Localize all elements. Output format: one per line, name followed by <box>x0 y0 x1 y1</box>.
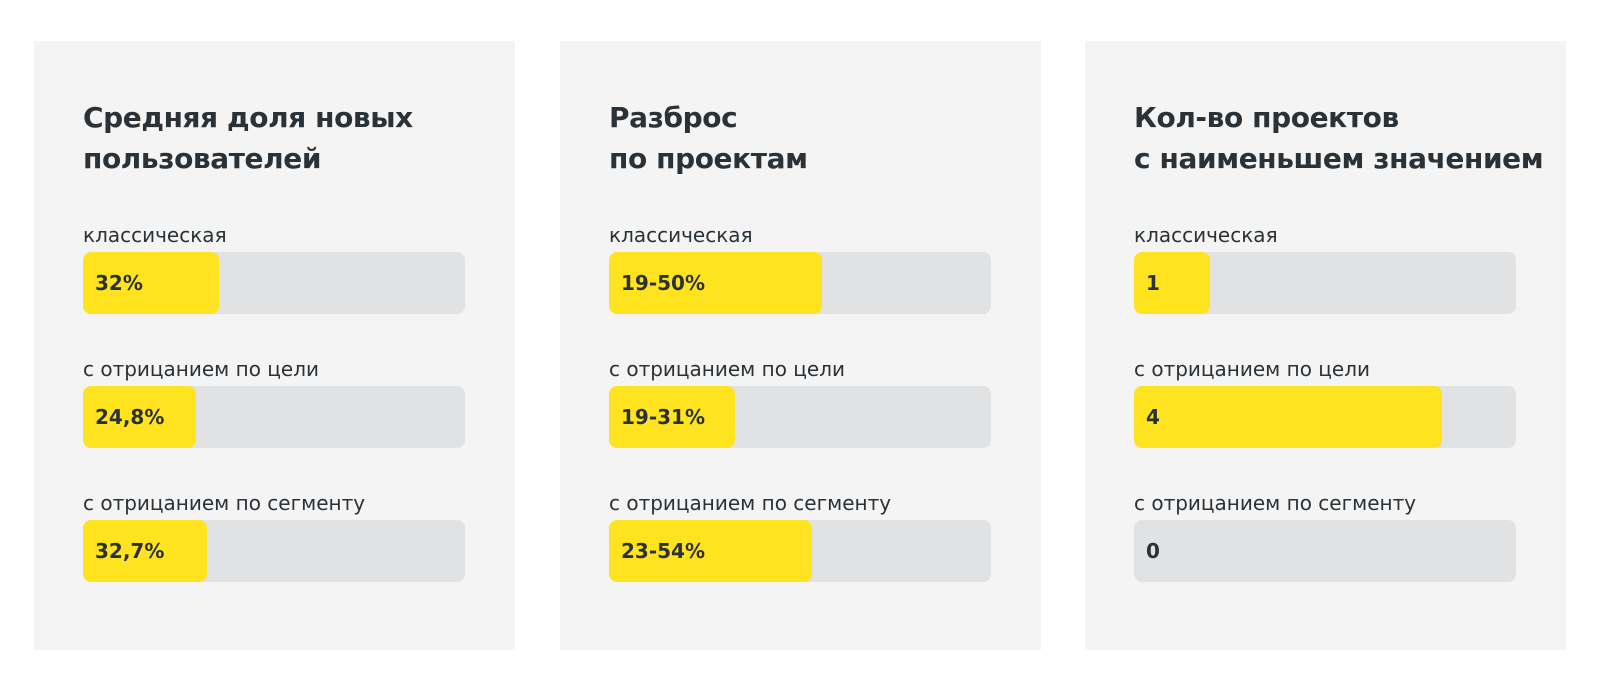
card-title: Кол-во проектов с наименьшем значением <box>1134 101 1544 175</box>
bar-fill-goal-negation <box>1134 386 1442 448</box>
row-label-goal-negation: с отрицанием по цели <box>609 357 845 381</box>
bar-value-segment-negation: 23-54% <box>621 539 706 563</box>
bar-fill-classic <box>83 252 219 314</box>
bar-fill-classic <box>609 252 822 314</box>
bar-track-segment-negation: 32,7% <box>83 520 465 582</box>
row-label-segment-negation: с отрицанием по сегменту <box>1134 491 1417 515</box>
bar-fill-classic <box>1134 252 1210 314</box>
bar-track-goal-negation: 4 <box>1134 386 1516 448</box>
row-label-classic: классическая <box>609 223 753 247</box>
bar-value-goal-negation: 19-31% <box>621 405 706 429</box>
row-label-classic: классическая <box>1134 223 1278 247</box>
bar-track-classic: 32% <box>83 252 465 314</box>
bar-track-classic: 19-50% <box>609 252 991 314</box>
bar-fill-goal-negation <box>83 386 196 448</box>
project-spread-card: Разброс по проектам классическая 19-50% … <box>560 41 1041 650</box>
row-label-goal-negation: с отрицанием по цели <box>1134 357 1370 381</box>
row-label-segment-negation: с отрицанием по сегменту <box>83 491 366 515</box>
bar-track-segment-negation: 0 <box>1134 520 1516 582</box>
row-label-goal-negation: с отрицанием по цели <box>83 357 319 381</box>
bar-track-segment-negation: 23-54% <box>609 520 991 582</box>
bar-value-classic: 32% <box>95 271 143 295</box>
bar-track-goal-negation: 19-31% <box>609 386 991 448</box>
bar-fill-goal-negation <box>609 386 735 448</box>
new-users-share-card: Средняя доля новых пользователей классич… <box>34 41 515 650</box>
card-title: Разброс по проектам <box>609 101 808 175</box>
row-label-segment-negation: с отрицанием по сегменту <box>609 491 892 515</box>
bar-value-segment-negation: 0 <box>1146 539 1160 563</box>
bar-value-segment-negation: 32,7% <box>95 539 165 563</box>
card-title: Средняя доля новых пользователей <box>83 101 413 175</box>
row-label-classic: классическая <box>83 223 227 247</box>
bar-value-classic: 19-50% <box>621 271 706 295</box>
bar-fill-segment-negation <box>609 520 812 582</box>
lowest-value-projects-card: Кол-во проектов с наименьшем значением к… <box>1085 41 1566 650</box>
bar-value-goal-negation: 24,8% <box>95 405 165 429</box>
bar-track-classic: 1 <box>1134 252 1516 314</box>
bar-value-classic: 1 <box>1146 271 1160 295</box>
bar-track-goal-negation: 24,8% <box>83 386 465 448</box>
bar-value-goal-negation: 4 <box>1146 405 1160 429</box>
bar-fill-segment-negation <box>83 520 207 582</box>
